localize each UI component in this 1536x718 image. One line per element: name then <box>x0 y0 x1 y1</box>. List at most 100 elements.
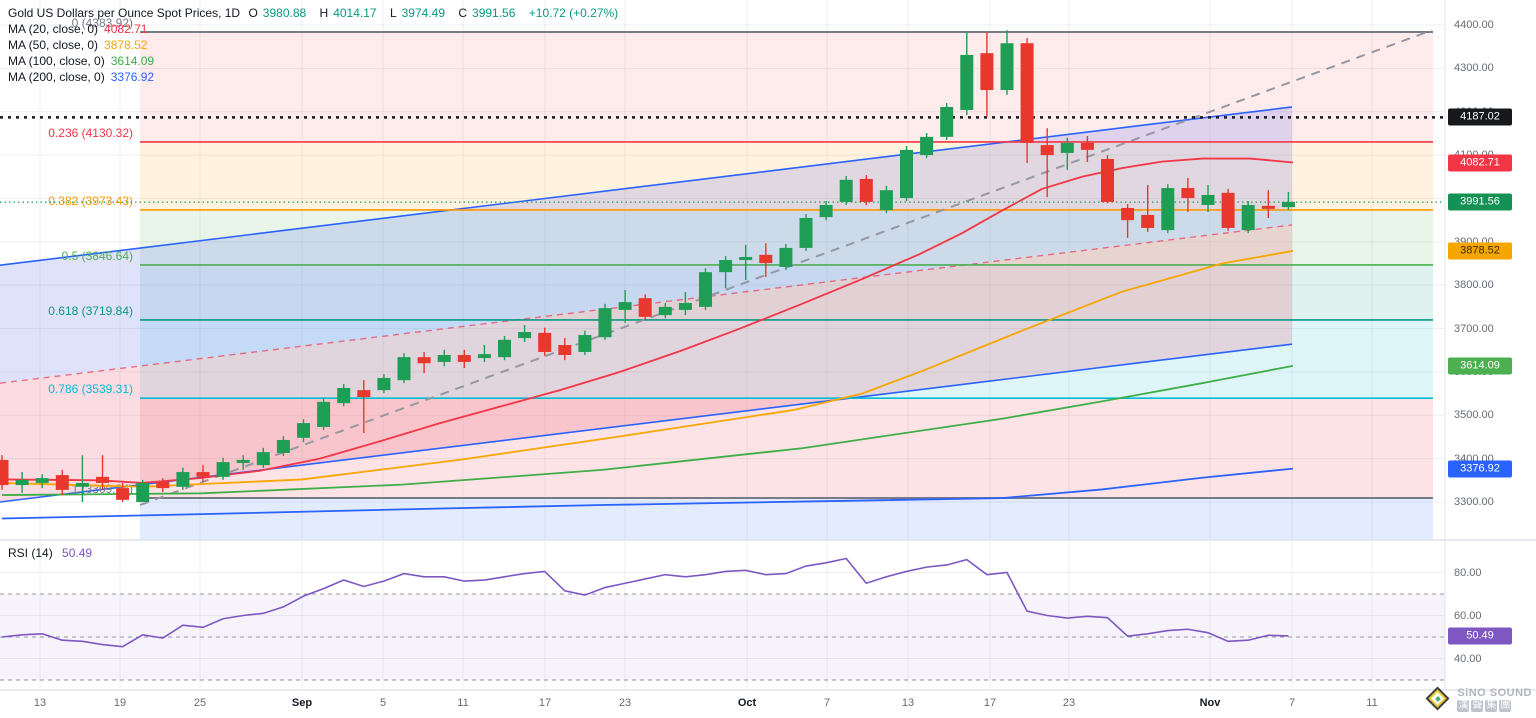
candle[interactable] <box>397 353 411 384</box>
candle[interactable] <box>759 243 773 277</box>
candle[interactable] <box>297 419 310 443</box>
candle[interactable] <box>1201 185 1215 212</box>
candle[interactable] <box>457 349 471 369</box>
price-tick-label: 4300.00 <box>1454 62 1494 75</box>
ma-legend-row[interactable]: MA (20, close, 0) 4082.71 <box>8 21 623 37</box>
candle[interactable] <box>0 455 9 490</box>
candle[interactable] <box>598 303 612 340</box>
ma-legend-label: MA (100, close, 0) <box>8 54 105 68</box>
candle[interactable] <box>256 447 270 468</box>
ma-line-20[interactable] <box>1 157 1294 484</box>
candle[interactable] <box>859 175 873 205</box>
candle[interactable] <box>1101 155 1114 204</box>
rsi-tick-label: 40.00 <box>1454 652 1482 665</box>
rsi-label: RSI <box>8 546 29 560</box>
fibonacci-labels: 0 (4383.92) 0.236 (4130.32) 0.382 (3973.43… <box>48 16 133 496</box>
moving-average-lines[interactable] <box>1 157 1294 520</box>
candle[interactable] <box>1261 190 1275 218</box>
candle[interactable] <box>1221 188 1235 231</box>
candle[interactable] <box>900 145 913 202</box>
candle[interactable] <box>920 132 934 159</box>
candle[interactable] <box>960 31 974 116</box>
candle[interactable] <box>739 244 753 280</box>
candle[interactable] <box>980 31 994 117</box>
ma-legend-value: 3614.09 <box>110 54 155 68</box>
candle[interactable] <box>618 289 632 323</box>
price-axis[interactable]: 4400.004300.004200.004100.004000.003900.… <box>1446 0 1536 690</box>
candle[interactable] <box>75 455 89 502</box>
candle[interactable] <box>55 469 69 496</box>
candle[interactable] <box>276 436 290 457</box>
candle[interactable] <box>518 325 532 342</box>
ma-line-50[interactable] <box>1 250 1294 488</box>
candle[interactable] <box>216 457 230 480</box>
candle[interactable] <box>15 472 29 493</box>
candle[interactable] <box>699 268 712 310</box>
time-axis-label: 23 <box>1062 697 1076 709</box>
candle[interactable] <box>196 465 210 483</box>
candle[interactable] <box>96 455 109 490</box>
fib-level-label: 0.618 (3719.84) <box>48 304 133 318</box>
candle[interactable] <box>819 201 833 221</box>
candle[interactable] <box>116 482 130 502</box>
candle[interactable] <box>658 302 672 319</box>
candle[interactable] <box>1080 136 1094 163</box>
ma-line-100[interactable] <box>1 364 1294 496</box>
rsi-legend-row[interactable]: RSI (14) 50.49 <box>8 546 92 560</box>
candle[interactable] <box>538 327 552 356</box>
candle[interactable] <box>1241 201 1255 234</box>
candle[interactable] <box>498 335 511 361</box>
rsi-axis-badge: 50.49 <box>1448 627 1512 645</box>
ma-legend-row[interactable]: MA (50, close, 0) 3878.52 <box>8 37 623 53</box>
fib-level-label: 0.5 (3846.64) <box>62 249 133 263</box>
candle[interactable] <box>357 380 371 434</box>
candle[interactable] <box>1121 204 1135 238</box>
time-axis-label: 25 <box>193 697 207 709</box>
candle[interactable] <box>839 175 853 205</box>
candle[interactable] <box>437 349 451 367</box>
candle[interactable] <box>638 294 652 320</box>
candle[interactable] <box>779 243 793 271</box>
candle[interactable] <box>136 479 150 502</box>
candle[interactable] <box>678 292 692 316</box>
candle[interactable] <box>799 214 813 251</box>
candle[interactable] <box>879 185 893 214</box>
candle[interactable] <box>417 351 431 374</box>
candle[interactable] <box>1040 128 1054 198</box>
candle[interactable] <box>940 103 954 140</box>
candle[interactable] <box>578 330 592 355</box>
time-axis[interactable]: 13 19 25 Sep 5 11 17 23 Oct 7 13 17 23 Nov 7 11 <box>0 691 1536 718</box>
rsi-tick-label: 60.00 <box>1454 609 1482 622</box>
candle[interactable] <box>1181 178 1195 212</box>
price-axis-badge: 3991.56 <box>1448 193 1512 211</box>
candle[interactable] <box>1281 191 1295 211</box>
candle[interactable] <box>1141 185 1155 232</box>
candle[interactable] <box>1161 184 1175 234</box>
candle[interactable] <box>1000 30 1014 95</box>
candle[interactable] <box>558 338 572 361</box>
ma-line-200[interactable] <box>1 467 1294 520</box>
symbol-legend-row[interactable]: Gold US Dollars per Ounce Spot Prices, 1… <box>8 5 623 21</box>
ohlc-close: C 3991.56 <box>458 6 516 20</box>
candle[interactable] <box>719 256 733 289</box>
rsi-tick-label: 80.00 <box>1454 566 1482 579</box>
candle[interactable] <box>236 455 250 470</box>
candle[interactable] <box>337 384 351 407</box>
candlesticks[interactable] <box>0 30 1295 502</box>
candle[interactable] <box>1020 38 1034 163</box>
time-axis-label: 19 <box>113 697 127 709</box>
candle[interactable] <box>156 478 170 493</box>
ma-legend-row[interactable]: MA (200, close, 0) 3376.92 <box>8 69 623 85</box>
candle[interactable] <box>35 474 49 489</box>
ma-legend-value: 3376.92 <box>110 70 155 84</box>
ma-legend-row[interactable]: MA (100, close, 0) 3614.09 <box>8 53 623 69</box>
candle[interactable] <box>317 397 331 431</box>
candle[interactable] <box>176 467 190 490</box>
ma-legend-value: 3878.52 <box>104 38 148 52</box>
candle[interactable] <box>1060 137 1074 170</box>
rsi-line[interactable] <box>1 557 1289 648</box>
candle[interactable] <box>377 374 391 394</box>
candle[interactable] <box>477 345 491 362</box>
